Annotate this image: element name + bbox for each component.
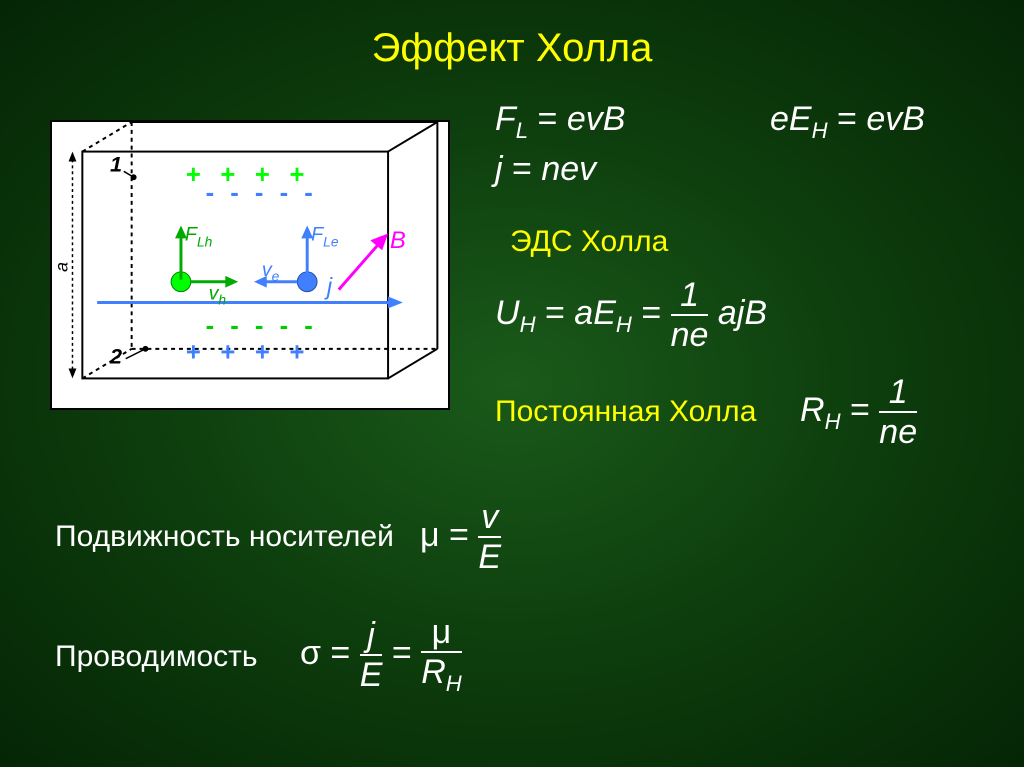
eq-j: j = nev [495,150,596,189]
label-hall-emf: ЭДС Холла [510,225,668,259]
diagram-svg: 1 2 ++++ ----- ----- ++++ j B FLh [52,122,448,408]
svg-text:1: 1 [110,151,122,176]
svg-text:2: 2 [109,344,122,369]
svg-text:-: - [206,179,215,207]
svg-text:j: j [324,275,333,301]
svg-text:vh: vh [209,283,227,308]
eq-eEH: eEH = evB [770,100,925,144]
eq-RH: RH = 1ne [800,375,917,449]
eq-mu: μ = vE [420,500,501,574]
svg-text:-: - [255,179,264,207]
svg-text:-: - [280,312,289,340]
svg-text:-: - [280,179,289,207]
svg-text:-: - [230,179,239,207]
svg-text:B: B [390,228,406,254]
eq-UH: UH = aEH = 1ne ajB [495,278,767,352]
label-conductivity: Проводимость [55,640,258,674]
svg-text:+: + [220,339,235,367]
svg-text:+: + [255,339,270,367]
svg-text:a: a [52,262,72,272]
svg-text:ve: ve [262,259,280,284]
svg-text:-: - [230,312,239,340]
svg-text:-: - [255,312,264,340]
svg-text:-: - [206,312,215,340]
label-mobility: Подвижность носителей [55,520,394,554]
svg-text:FLh: FLh [185,223,213,249]
eq-FL: FL = evB [495,100,625,144]
svg-text:-: - [304,179,313,207]
page-title: Эффект Холла [372,26,653,71]
svg-text:-: - [304,312,313,340]
hall-effect-diagram: 1 2 ++++ ----- ----- ++++ j B FLh [50,120,450,410]
svg-text:+: + [186,339,201,367]
svg-text:FLe: FLe [311,223,339,249]
eq-sigma: σ = jE = μRH [300,615,462,695]
svg-text:+: + [186,161,201,189]
svg-text:+: + [289,339,304,367]
svg-text:+: + [289,161,304,189]
label-hall-const: Постоянная Холла [495,395,756,429]
